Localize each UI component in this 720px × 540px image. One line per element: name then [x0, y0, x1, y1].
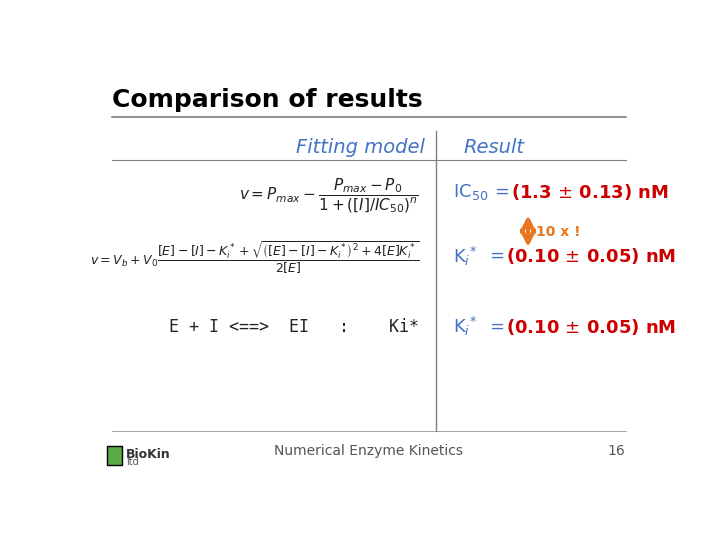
- Text: =: =: [495, 183, 510, 201]
- Text: BioKin: BioKin: [126, 448, 171, 461]
- Text: $v = V_b + V_0 \dfrac{[E]-[I]-K_i^* + \sqrt{\left([E]-[I]-K_i^*\right)^2 + 4[E]K: $v = V_b + V_0 \dfrac{[E]-[I]-K_i^* + \s…: [89, 240, 419, 276]
- Text: (0.10 $\pm$ 0.05) nM: (0.10 $\pm$ 0.05) nM: [505, 246, 676, 266]
- Text: (1.3 $\pm$ 0.13) nM: (1.3 $\pm$ 0.13) nM: [511, 181, 669, 201]
- Text: 10 x !: 10 x !: [536, 225, 581, 239]
- Text: $v = P_{max} - \dfrac{P_{max} - P_0}{1 + \left(\left[I\right] / IC_{50}\right)^n: $v = P_{max} - \dfrac{P_{max} - P_0}{1 +…: [240, 177, 419, 215]
- Text: ltd: ltd: [126, 457, 139, 467]
- Text: K$_i$$^{*}$: K$_i$$^{*}$: [453, 315, 477, 338]
- Text: Comparison of results: Comparison of results: [112, 87, 423, 112]
- Text: =: =: [489, 247, 504, 265]
- Text: Numerical Enzyme Kinetics: Numerical Enzyme Kinetics: [274, 444, 464, 458]
- Text: =: =: [489, 318, 504, 336]
- FancyBboxPatch shape: [107, 446, 122, 465]
- Text: Result: Result: [464, 138, 525, 157]
- Text: (0.10 $\pm$ 0.05) nM: (0.10 $\pm$ 0.05) nM: [505, 317, 676, 337]
- Text: E + I <==>  EI   :    Ki*: E + I <==> EI : Ki*: [169, 318, 419, 336]
- Text: Fitting model: Fitting model: [296, 138, 425, 157]
- Text: K$_i$$^{*}$: K$_i$$^{*}$: [453, 245, 477, 268]
- Text: IC$_{50}$: IC$_{50}$: [453, 181, 488, 201]
- Text: 16: 16: [608, 444, 626, 458]
